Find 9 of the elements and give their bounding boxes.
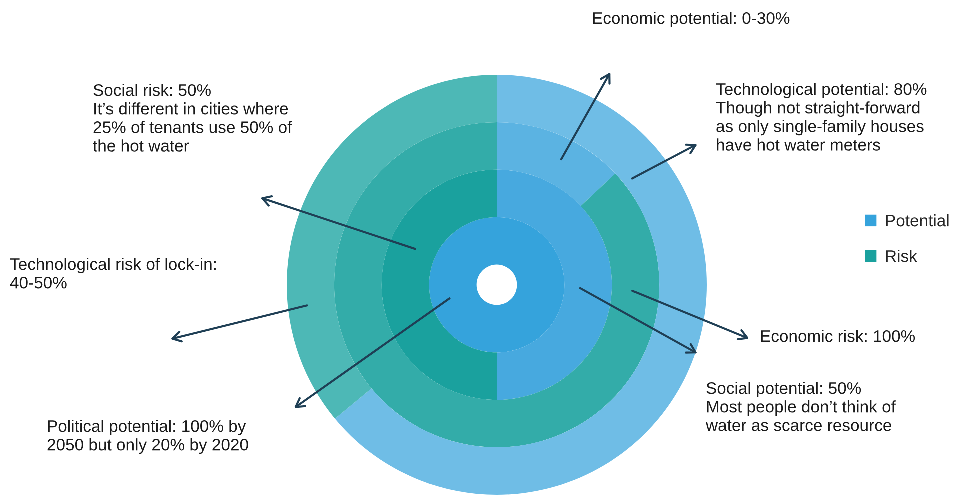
text: Social risk: 50% It’s different in cities where 25% of tenants use 50% of the hot water bbox=[93, 84, 292, 152]
legend-label: Risk bbox=[886, 250, 918, 262]
text: Technological risk of lock-in: 40-50% bbox=[10, 258, 216, 289]
text: Political potential: 100% by 2050 but only 20% by 2020 bbox=[48, 420, 248, 454]
text: Technological potential: 80% Though not straight-forward as only single-family houses have hot water meters bbox=[716, 83, 927, 151]
text: Economic risk: 100% bbox=[761, 330, 916, 342]
text: Economic potential: 0-30% bbox=[593, 12, 790, 28]
text: Social potential: 50% Most people don’t think of water as scarce resource bbox=[706, 382, 896, 432]
legend-label: Potential bbox=[886, 214, 949, 227]
